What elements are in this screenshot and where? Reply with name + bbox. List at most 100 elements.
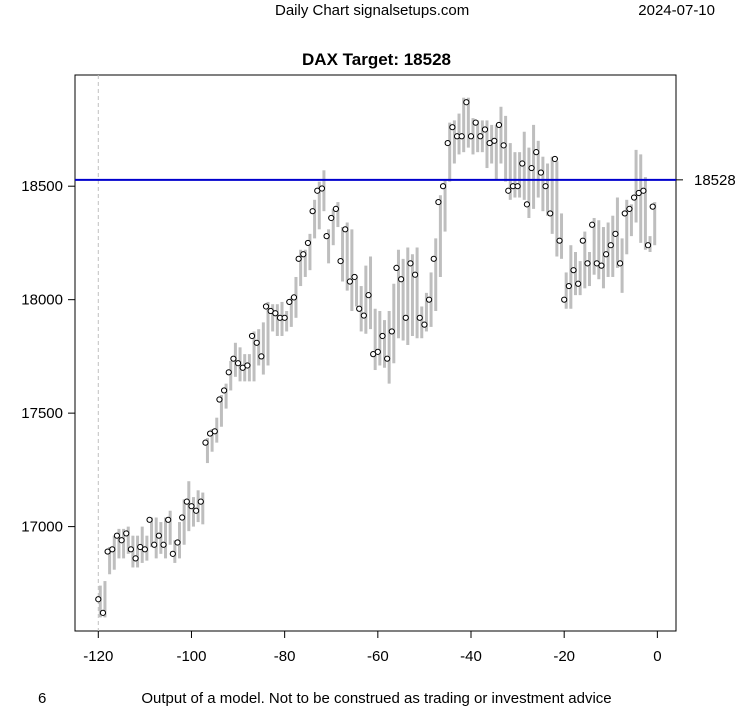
close-point [644, 242, 652, 249]
close-point [286, 298, 293, 306]
close-point [146, 516, 153, 523]
close-point [477, 133, 484, 140]
x-tick-label: -40 [460, 648, 482, 665]
close-point [491, 137, 498, 144]
close-point [481, 126, 489, 133]
close-point [621, 210, 628, 217]
close-point [300, 251, 307, 258]
close-point [332, 205, 339, 212]
close-point [579, 237, 586, 244]
close-point [225, 369, 232, 376]
close-point [575, 280, 582, 287]
close-point [272, 310, 279, 317]
close-point [360, 312, 367, 319]
close-point [449, 124, 456, 131]
close-point [523, 201, 531, 208]
x-tick-label: -80 [274, 648, 296, 665]
close-point [351, 273, 358, 281]
y-tick-label: 17500 [21, 405, 63, 422]
footer-disclaimer: Output of a model. Not to be construed a… [141, 690, 612, 707]
close-point [230, 355, 237, 362]
close-point [127, 546, 135, 553]
close-point [612, 230, 619, 237]
close-point [402, 314, 409, 321]
close-point [95, 596, 102, 603]
close-point [234, 360, 242, 367]
close-point [589, 221, 596, 228]
close-point [542, 183, 549, 190]
x-tick-label: -20 [553, 648, 575, 665]
close-point [197, 498, 204, 505]
close-point [309, 208, 316, 215]
x-tick-label: -60 [367, 648, 389, 665]
x-tick-label: -100 [176, 648, 206, 665]
x-tick-label: 0 [653, 648, 661, 665]
close-point [220, 387, 228, 394]
close-point [630, 194, 638, 201]
close-point [109, 546, 116, 553]
chart-title: DAX Target: 18528 [302, 50, 451, 69]
close-point [537, 169, 544, 176]
close-point [598, 262, 605, 269]
close-point [304, 239, 312, 247]
close-point [99, 609, 107, 616]
close-point [155, 532, 162, 539]
y-tick-label: 17000 [21, 519, 63, 536]
close-point [458, 133, 465, 140]
close-point [151, 541, 158, 548]
close-point [495, 121, 503, 129]
close-point [169, 550, 176, 557]
close-point [435, 198, 442, 206]
close-point [444, 139, 451, 147]
close-point [374, 348, 381, 355]
footer-page-number: 6 [38, 690, 47, 707]
close-point [174, 539, 181, 546]
close-point [472, 119, 479, 126]
close-point [118, 537, 125, 544]
close-point [253, 339, 260, 346]
close-point [290, 294, 298, 301]
close-point [556, 237, 563, 244]
close-point [388, 328, 395, 335]
close-point [430, 255, 437, 262]
close-point [342, 226, 349, 233]
y-tick-label: 18500 [21, 178, 63, 195]
header-date: 2024-07-10 [638, 2, 715, 19]
close-point [584, 260, 591, 267]
close-point [533, 149, 540, 156]
close-point [365, 292, 372, 299]
close-point [123, 530, 130, 537]
close-point [561, 296, 568, 303]
x-tick-label: -120 [83, 648, 113, 665]
close-point [165, 516, 172, 523]
close-point [412, 271, 419, 278]
close-point [528, 164, 535, 172]
close-point [425, 296, 433, 303]
close-point [193, 507, 200, 514]
close-point [547, 210, 554, 217]
plot-frame [74, 74, 677, 632]
close-point [337, 257, 344, 265]
close-point [640, 187, 647, 194]
close-point [607, 242, 614, 249]
close-point [603, 251, 610, 258]
close-point [132, 555, 139, 562]
close-point [514, 183, 521, 190]
close-point [211, 428, 218, 435]
close-point [262, 303, 270, 310]
close-point [379, 332, 386, 340]
close-point [649, 203, 656, 210]
close-point [407, 260, 414, 267]
close-point [439, 183, 447, 190]
target-label: 18528 [694, 172, 736, 189]
close-point [318, 185, 326, 192]
close-point [216, 396, 223, 403]
close-point [463, 99, 470, 106]
close-point [519, 160, 526, 167]
close-point [244, 362, 251, 369]
close-point [281, 314, 288, 321]
close-point [398, 276, 405, 283]
close-point [570, 267, 577, 274]
y-tick-label: 18000 [21, 292, 63, 309]
